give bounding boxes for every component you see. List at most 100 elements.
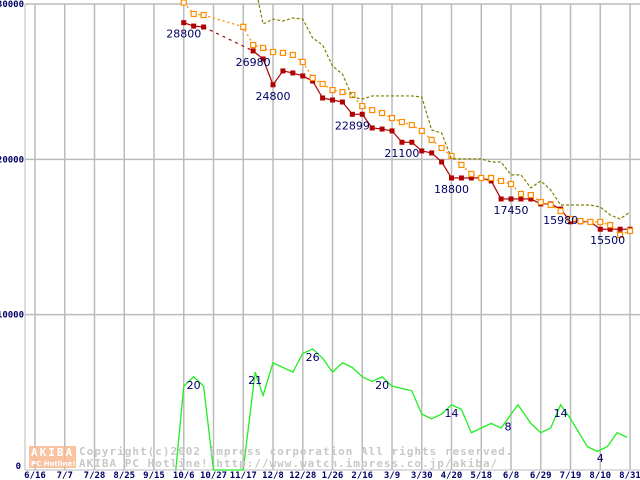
x-tick-label: 12/8 <box>262 471 284 480</box>
data-point <box>557 207 564 215</box>
data-point <box>359 102 366 110</box>
data-point <box>458 175 464 181</box>
data-point <box>369 106 376 114</box>
data-point <box>378 109 386 117</box>
data-point <box>418 127 425 135</box>
data-point <box>250 41 257 49</box>
y-tick-label: 20000 <box>0 155 24 165</box>
data-point <box>269 48 277 56</box>
x-tick-label: 10/27 <box>200 471 227 480</box>
data-point <box>488 174 495 182</box>
data-point <box>419 148 425 154</box>
series-highest-price <box>257 0 631 220</box>
data-point <box>300 73 306 79</box>
series-segment <box>490 180 502 200</box>
data-label: 14 <box>445 407 459 420</box>
data-label: 26 <box>306 351 320 364</box>
data-point <box>320 95 326 101</box>
x-axis-ticks: 6/16 7/7 7/28 8/25 9/15 10/6 10/27 11/17 12/8 12/… <box>24 471 640 480</box>
series-line <box>183 2 631 236</box>
data-point <box>518 196 524 202</box>
data-point <box>369 125 375 131</box>
copyright-text: Copyright(c)2002 impress corporation All… <box>79 445 514 458</box>
data-point <box>547 201 554 209</box>
series-shop-count <box>175 348 628 471</box>
data-point <box>339 88 346 96</box>
x-tick-label: 9/15 <box>143 471 165 480</box>
series-segment <box>441 161 453 179</box>
data-point <box>349 111 355 117</box>
data-point <box>428 136 435 144</box>
data-point <box>329 86 336 94</box>
logo-pc-hotline: PC Hotline! <box>31 460 75 468</box>
y-axis-ticks: 0 10000 20000 30000 <box>0 0 24 472</box>
data-point <box>180 0 187 6</box>
data-point <box>299 58 306 66</box>
x-tick-label: 12/28 <box>289 471 316 480</box>
y-tick-label: 30000 <box>0 0 24 10</box>
x-tick-label: 6/16 <box>24 471 46 480</box>
data-point <box>279 49 287 57</box>
data-label: 14 <box>554 407 568 420</box>
annotation-layer: 28800 26980 24800 22899 21100 18800 17450 15980… <box>166 28 625 465</box>
data-label: 26980 <box>236 56 271 69</box>
watermark: AKIBA PC Hotline! Copyright(c)2002 impre… <box>29 445 514 470</box>
x-tick-label: 6/29 <box>530 471 552 480</box>
data-label: 17450 <box>494 204 529 217</box>
data-point <box>468 170 475 178</box>
x-tick-label: 8/25 <box>113 471 135 480</box>
data-point <box>181 20 187 26</box>
x-tick-label: 11/17 <box>230 471 257 480</box>
data-point <box>626 227 634 235</box>
x-tick-label: 4/20 <box>441 471 463 480</box>
data-point <box>517 190 525 198</box>
x-tick-label: 7/19 <box>560 471 582 480</box>
data-label: 22899 <box>335 119 370 132</box>
data-point <box>478 174 485 182</box>
x-tick-label: 1/26 <box>322 471 344 480</box>
series-segment <box>262 58 274 85</box>
series-segment <box>312 80 324 99</box>
data-label: 21100 <box>384 147 419 160</box>
data-point <box>528 196 534 202</box>
data-label: 28800 <box>166 28 201 41</box>
grid-lines <box>24 3 640 471</box>
data-point <box>567 215 574 223</box>
data-point <box>537 198 544 206</box>
x-tick-label: 8/10 <box>589 471 611 480</box>
x-tick-label: 2/16 <box>351 471 373 480</box>
data-point <box>359 111 365 117</box>
data-point <box>330 97 336 103</box>
data-point <box>607 226 613 232</box>
data-label: 15500 <box>590 234 625 247</box>
data-point <box>498 196 504 202</box>
data-point <box>617 226 623 232</box>
data-point <box>577 217 584 225</box>
series-segment <box>203 26 254 52</box>
data-point <box>449 175 455 181</box>
data-point <box>190 10 197 18</box>
data-point <box>289 51 296 59</box>
y-tick-label: 0 <box>16 462 21 472</box>
data-point <box>398 118 406 126</box>
x-tick-label: 3/9 <box>384 471 400 480</box>
data-point <box>290 70 296 76</box>
data-point <box>310 78 316 84</box>
url-text: AKIBA PC Hotline! http://www.watch.impre… <box>79 457 498 470</box>
data-point <box>527 191 534 199</box>
data-point <box>497 177 505 185</box>
data-point <box>617 231 624 239</box>
series-line <box>257 0 631 220</box>
logo-akiba: AKIBA <box>31 446 74 459</box>
x-tick-label: 6/8 <box>503 471 519 480</box>
data-label: 4 <box>597 452 604 465</box>
data-point <box>280 68 286 74</box>
data-point <box>438 144 445 152</box>
data-label: 20 <box>375 379 389 392</box>
data-point <box>439 159 445 165</box>
data-point <box>270 82 276 88</box>
data-point <box>587 218 594 226</box>
data-point <box>429 150 435 156</box>
data-point <box>319 80 326 88</box>
data-point <box>260 56 266 62</box>
